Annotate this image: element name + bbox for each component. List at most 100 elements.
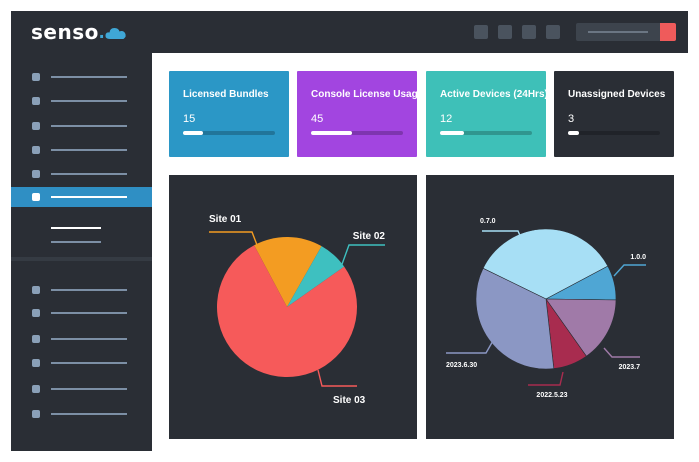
sidebar-item-placeholder bbox=[51, 173, 127, 175]
sidebar-item-5[interactable] bbox=[11, 164, 152, 184]
menu-square-icon bbox=[32, 335, 40, 343]
sidebar-item-3[interactable] bbox=[11, 116, 152, 136]
app-window: senso. Licensed Bundles bbox=[11, 11, 688, 451]
pie-leader-line bbox=[340, 244, 385, 268]
card-progress-fill bbox=[183, 131, 204, 135]
card-title: Active Devices (24Hrs) bbox=[440, 89, 548, 100]
sidebar-item-1[interactable] bbox=[11, 67, 152, 87]
sidebar-item-12[interactable] bbox=[11, 404, 152, 424]
menu-square-icon bbox=[32, 170, 40, 178]
card-progress-fill bbox=[311, 131, 353, 135]
sidebar-item-11[interactable] bbox=[11, 379, 152, 399]
sidebar-divider bbox=[11, 257, 152, 261]
sidebar-item-9[interactable] bbox=[11, 329, 152, 349]
sidebar-item-10[interactable] bbox=[11, 353, 152, 373]
pie-label: 2023.6.30 bbox=[446, 362, 477, 369]
sidebar-item-4[interactable] bbox=[11, 140, 152, 160]
menu-square-icon bbox=[32, 73, 40, 81]
sidebar-item-placeholder bbox=[51, 388, 127, 390]
pie-leader-line bbox=[482, 230, 525, 246]
pie-leader-line bbox=[603, 347, 640, 358]
card-title: Unassigned Devices bbox=[568, 89, 666, 100]
sidebar-item-placeholder bbox=[51, 362, 127, 364]
logo[interactable]: senso. bbox=[31, 19, 127, 45]
toolbar-button-4[interactable] bbox=[546, 25, 560, 39]
versions-pie-panel: 0.7.0 1.0.0 2023.7 2022.5.23 2023.6.30 bbox=[426, 175, 674, 439]
card-value: 12 bbox=[440, 113, 453, 125]
card-title: Console License Usage bbox=[311, 89, 424, 100]
toolbar-button-3[interactable] bbox=[522, 25, 536, 39]
pie-label: 0.7.0 bbox=[480, 218, 496, 225]
toolbar-button-2[interactable] bbox=[498, 25, 512, 39]
card-title: Licensed Bundles bbox=[183, 89, 269, 100]
pie-leader-line bbox=[613, 264, 646, 277]
pie-leader-line bbox=[528, 371, 564, 386]
pie-slice-site-03[interactable] bbox=[216, 245, 357, 377]
logo-dot: . bbox=[98, 20, 105, 43]
sidebar-item-2[interactable] bbox=[11, 91, 152, 111]
search-input[interactable] bbox=[576, 23, 676, 41]
pie-label: 2022.5.23 bbox=[536, 392, 567, 399]
sidebar bbox=[11, 53, 152, 451]
menu-square-icon bbox=[32, 122, 40, 130]
sidebar-item-placeholder bbox=[51, 289, 127, 291]
card-progress-track bbox=[440, 131, 532, 135]
pie-slice-site-02[interactable] bbox=[287, 246, 345, 307]
pie-slice-2023-7[interactable] bbox=[545, 298, 617, 357]
card-value: 45 bbox=[311, 113, 324, 125]
sidebar-item-placeholder bbox=[51, 413, 127, 415]
sidebar-item-placeholder bbox=[51, 125, 127, 127]
card-console-license-usage[interactable]: Console License Usage 45 bbox=[297, 71, 423, 157]
card-progress-fill bbox=[440, 131, 464, 135]
pie-leader-line bbox=[209, 231, 258, 246]
menu-square-icon bbox=[32, 193, 40, 201]
pie-label: 1.0.0 bbox=[630, 254, 646, 261]
toolbar-button-1[interactable] bbox=[474, 25, 488, 39]
sidebar-item-placeholder bbox=[51, 338, 127, 340]
sidebar-item-placeholder bbox=[51, 100, 127, 102]
pie-slice-0-7-0[interactable] bbox=[482, 228, 609, 300]
search-placeholder-line bbox=[588, 31, 648, 33]
sidebar-item-placeholder bbox=[51, 196, 127, 198]
menu-square-icon bbox=[32, 146, 40, 154]
card-value: 15 bbox=[183, 113, 196, 125]
sidebar-subitem-active[interactable] bbox=[51, 227, 101, 229]
pie-label: 2023.7 bbox=[619, 364, 641, 371]
sidebar-item-placeholder bbox=[51, 149, 127, 151]
menu-square-icon bbox=[32, 359, 40, 367]
card-progress-track bbox=[183, 131, 275, 135]
pie-label: Site 02 bbox=[353, 231, 386, 242]
search-button[interactable] bbox=[660, 23, 676, 41]
pie-leader-line bbox=[446, 338, 495, 354]
menu-square-icon bbox=[32, 97, 40, 105]
pie-slice-2023-6-30[interactable] bbox=[475, 267, 555, 370]
main-content: Licensed Bundles 15 Console License Usag… bbox=[152, 53, 688, 451]
card-value: 3 bbox=[568, 113, 575, 125]
menu-square-icon bbox=[32, 385, 40, 393]
menu-square-icon bbox=[32, 309, 40, 317]
menu-square-icon bbox=[32, 286, 40, 294]
card-progress-fill bbox=[568, 131, 580, 135]
pie-slice-site-01[interactable] bbox=[254, 237, 322, 307]
card-active-devices[interactable]: Active Devices (24Hrs) 12 bbox=[426, 71, 548, 157]
sidebar-item-active[interactable] bbox=[11, 187, 152, 207]
sites-pie-panel: Site 01 Site 02 Site 03 bbox=[169, 175, 417, 439]
top-bar: senso. bbox=[11, 11, 688, 53]
card-licensed-bundles[interactable]: Licensed Bundles 15 bbox=[169, 71, 289, 157]
pie-leader-line bbox=[317, 369, 357, 387]
sites-pie-chart: Site 01 Site 02 Site 03 bbox=[209, 214, 386, 406]
logo-text: senso bbox=[31, 20, 99, 44]
sidebar-subitem[interactable] bbox=[51, 241, 101, 243]
versions-pie-chart: 0.7.0 1.0.0 2023.7 2022.5.23 2023.6.30 bbox=[446, 218, 646, 399]
sidebar-item-7[interactable] bbox=[11, 280, 152, 300]
sidebar-item-placeholder bbox=[51, 312, 127, 314]
menu-square-icon bbox=[32, 410, 40, 418]
card-progress-track bbox=[568, 131, 660, 135]
card-unassigned-devices[interactable]: Unassigned Devices 3 bbox=[554, 71, 674, 157]
pie-label: Site 01 bbox=[209, 214, 242, 225]
pie-label: Site 03 bbox=[333, 395, 366, 406]
card-progress-track bbox=[311, 131, 403, 135]
cloud-icon bbox=[105, 28, 127, 39]
sidebar-item-placeholder bbox=[51, 76, 127, 78]
sidebar-item-8[interactable] bbox=[11, 303, 152, 323]
